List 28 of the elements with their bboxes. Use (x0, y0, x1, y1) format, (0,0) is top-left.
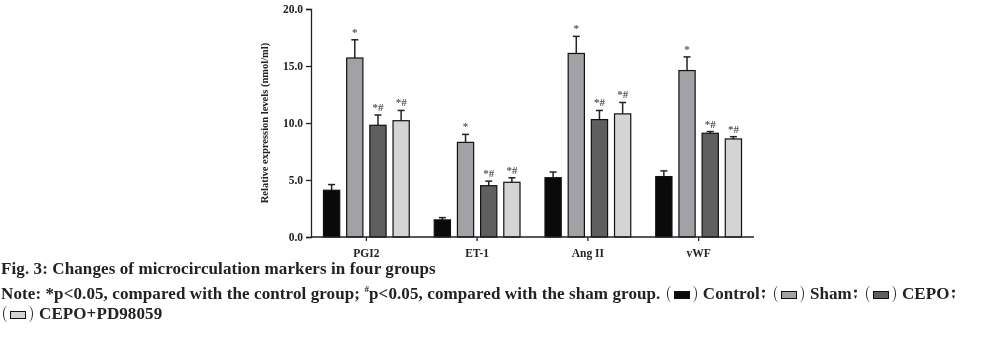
data-label: *# (372, 101, 384, 114)
data-label: *# (727, 122, 740, 135)
legend-label: Control (702, 283, 760, 303)
data-label: *# (395, 96, 408, 109)
text: Note: *p<0.05, compared with the control group; $^{#}$p<0.05, compared with the sham group. (1, 283, 661, 303)
data-label: * (462, 120, 469, 133)
data-label: *# (593, 96, 606, 109)
y-tick-label: 15.0 (282, 60, 304, 73)
data-label: * (684, 42, 691, 55)
data-label: * (352, 25, 359, 38)
data-label: *# (704, 117, 717, 130)
y-tick-label: 10.0 (282, 117, 304, 130)
x-tick-label: ET-1 (465, 246, 490, 259)
y-tick-label: 5.0 (288, 174, 304, 187)
legend-label: Sham (809, 283, 852, 303)
legend-label: CEPO (901, 283, 950, 303)
text: Fig. 3: Changes of microcirculation markers in four groups (1, 259, 437, 279)
y-tick-label: 0.0 (288, 231, 304, 244)
y-axis-title: Relative expression levels (nmol/ml) (259, 42, 271, 204)
legend-label: CEPO+PD98059 (39, 303, 163, 323)
data-label: *# (483, 167, 495, 180)
x-tick-label: Ang II (571, 246, 605, 260)
data-label: * (573, 22, 580, 35)
data-label: *# (506, 163, 518, 176)
y-tick-label: 20.0 (282, 3, 304, 16)
x-tick-label: vWF (686, 246, 711, 259)
x-tick-label: PGI2 (353, 246, 380, 259)
data-label: *# (617, 88, 629, 101)
